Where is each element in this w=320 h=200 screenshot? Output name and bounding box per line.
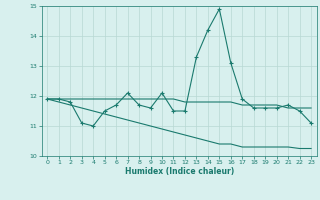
X-axis label: Humidex (Indice chaleur): Humidex (Indice chaleur) [124,167,234,176]
